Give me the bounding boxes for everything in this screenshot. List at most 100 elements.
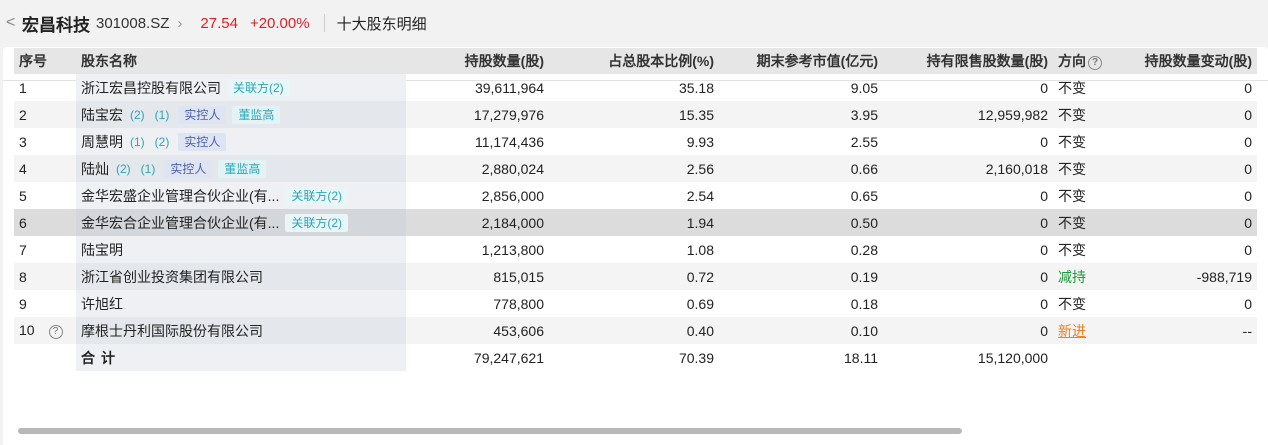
holder-name[interactable]: 摩根士丹利国际股份有限公司 (81, 322, 263, 339)
holder-name[interactable]: 许旭红 (81, 295, 123, 312)
cell-restricted: 0 (1040, 79, 1048, 96)
total-pct: 70.39 (678, 349, 714, 366)
holder-name[interactable]: 陆宝明 (81, 241, 123, 258)
holder-tag[interactable]: 实控人 (164, 159, 213, 178)
cell-holder-name: 金华宏盛企业管理合伙企业(有... 关联方(2) (76, 182, 406, 209)
holder-tag[interactable]: (1) (140, 161, 156, 176)
total-restricted: 15,120,000 (977, 349, 1048, 366)
divider (323, 14, 325, 32)
col-header-restricted[interactable]: 持有限售股数量(股) (883, 48, 1053, 74)
col-header-shares[interactable]: 持股数量(股) (406, 48, 549, 74)
chevron-left-icon[interactable]: < (6, 14, 16, 31)
holder-tag[interactable]: (1) (154, 107, 170, 122)
holder-name[interactable]: 陆宝宏 (81, 106, 123, 123)
direction-value: 不变 (1058, 106, 1086, 123)
table-row[interactable]: 1 浙江宏昌控股有限公司 关联方(2) 39,611,964 35.18 9.05 0 不变 0 (14, 74, 1257, 101)
table-row[interactable]: 6 金华宏合企业管理合伙企业(有... 关联方(2) 2,184,000 1.94 0.5… (14, 209, 1257, 236)
stock-code[interactable]: 301008.SZ (96, 14, 170, 32)
table-row[interactable]: 5 金华宏盛企业管理合伙企业(有... 关联方(2) 2,856,000 2.54 0.6… (14, 182, 1257, 209)
table-row[interactable]: 2 陆宝宏 (2) (1) 实控人 董监高 17,279,976 15.35 3.95 12,95… (14, 101, 1257, 128)
help-icon[interactable]: ? (1088, 56, 1102, 70)
holder-tag[interactable]: 实控人 (178, 132, 227, 151)
holder-name[interactable]: 陆灿 (81, 160, 109, 177)
cell-shares: 39,611,964 (474, 79, 544, 96)
cell-direction: 不变 (1053, 74, 1127, 101)
table-row[interactable]: 3 周慧明 (1) (2) 实控人 11,174,436 9.93 2.55 0 不变 0 (14, 128, 1257, 155)
cell-direction: 不变 (1053, 290, 1127, 317)
holder-tag[interactable]: 董监高 (218, 159, 267, 178)
direction-value[interactable]: 减持 (1058, 268, 1086, 285)
cell-shares: 2,880,024 (406, 155, 549, 182)
holder-tag[interactable]: 关联方(2) (285, 186, 349, 205)
total-value: 18.11 (844, 349, 878, 366)
col-header-name: 股东名称 (76, 48, 406, 74)
cell-pct: 35.18 (678, 79, 714, 96)
holder-tag[interactable]: 关联方(2) (285, 213, 349, 232)
chevron-right-icon[interactable]: › (177, 14, 183, 32)
cell-pct: 1.08 (686, 241, 714, 258)
page-title: 十大股东明细 (336, 15, 427, 33)
table-row[interactable]: 9 许旭红 778,800 0.69 0.18 0 不变 0 (14, 290, 1257, 317)
help-icon[interactable]: ? (48, 325, 63, 339)
holder-tag[interactable]: (2) (154, 134, 170, 149)
table-row[interactable]: 7 陆宝明 1,213,800 1.08 0.28 0 不变 0 (14, 236, 1257, 263)
cell-change: 0 (1127, 101, 1257, 128)
cell-shares: 11,174,436 (474, 133, 544, 150)
cell-value: 0.66 (719, 155, 883, 182)
holder-name[interactable]: 浙江省创业投资集团有限公司 (81, 268, 263, 285)
row-number: 9 (19, 295, 27, 312)
cell-direction (1053, 344, 1127, 371)
holder-tag[interactable]: (1) (130, 134, 145, 149)
stock-name[interactable]: 宏昌科技 (22, 15, 90, 35)
cell-holder-name: 摩根士丹利国际股份有限公司 (76, 317, 406, 344)
holder-tag[interactable]: 董监高 (232, 105, 281, 124)
col-header-change[interactable]: 持股数量变动(股) (1127, 48, 1257, 74)
cell-direction: 不变 (1053, 182, 1127, 209)
cell-holder-name: 陆宝宏 (2) (1) 实控人 董监高 (76, 101, 406, 128)
cell-restricted: 0 (1040, 187, 1048, 204)
holder-tag[interactable]: (2) (130, 107, 145, 122)
cell-direction: 不变 (1053, 155, 1127, 182)
cell-holder-name: 浙江宏昌控股有限公司 关联方(2) (76, 74, 406, 101)
table-row[interactable]: 4 陆灿 (2) (1) 实控人 董监高 2,880,024 2.56 0.66 2,160,01… (14, 155, 1257, 182)
col-header-value[interactable]: 期末参考市值(亿元) (719, 48, 883, 74)
table-header-row: 序号 股东名称 持股数量(股) 占总股本比例(%) 期末参考市值(亿元) 持有限… (14, 48, 1257, 74)
cell-change: 0 (1244, 187, 1252, 204)
col-header-pct[interactable]: 占总股本比例(%) (549, 48, 719, 74)
holder-name[interactable]: 金华宏盛企业管理合伙企业(有... (81, 187, 280, 204)
cell-restricted: 12,959,982 (883, 101, 1053, 128)
cell-pct: 2.56 (549, 155, 719, 182)
stock-price: 27.54 (200, 14, 238, 32)
holder-tag[interactable]: (2) (116, 161, 131, 176)
cell-change: -988,719 (1127, 263, 1257, 290)
cell-no: 4 (14, 155, 76, 182)
cell-no: 10? (14, 317, 76, 344)
row-number: 2 (19, 106, 27, 123)
cell-no: 2 (14, 101, 76, 128)
row-number: 3 (19, 133, 27, 150)
cell-no (14, 344, 76, 371)
cell-restricted: 0 (883, 263, 1053, 290)
holder-tag[interactable]: 关联方(2) (227, 78, 290, 97)
table-row[interactable]: 10? 摩根士丹利国际股份有限公司 453,606 0.40 0.10 0 新进 -- (14, 317, 1257, 344)
cell-value: 0.65 (850, 187, 878, 204)
horizontal-scrollbar[interactable] (18, 428, 962, 434)
cell-no: 3 (14, 128, 76, 155)
direction-value[interactable]: 新进 (1058, 322, 1086, 339)
holder-name[interactable]: 金华宏合企业管理合伙企业(有... (81, 214, 280, 231)
col-header-no: 序号 (14, 48, 76, 74)
holder-name[interactable]: 浙江宏昌控股有限公司 (81, 79, 221, 96)
cell-pct: 9.93 (686, 133, 714, 150)
col-header-direction: 方向? (1053, 48, 1127, 74)
table-row[interactable]: 8 浙江省创业投资集团有限公司 815,015 0.72 0.19 0 减持 -988,719 (14, 263, 1257, 290)
cell-value: 0.18 (850, 295, 878, 312)
holder-tag[interactable]: 实控人 (178, 105, 227, 124)
cell-direction: 不变 (1053, 101, 1127, 128)
cell-restricted: 0 (1040, 241, 1048, 258)
row-number: 7 (19, 241, 27, 258)
total-label: 合计 (76, 344, 406, 371)
holder-name[interactable]: 周慧明 (81, 133, 123, 150)
cell-restricted: 2,160,018 (883, 155, 1053, 182)
cell-restricted: 0 (883, 317, 1053, 344)
cell-change: 0 (1244, 295, 1252, 312)
